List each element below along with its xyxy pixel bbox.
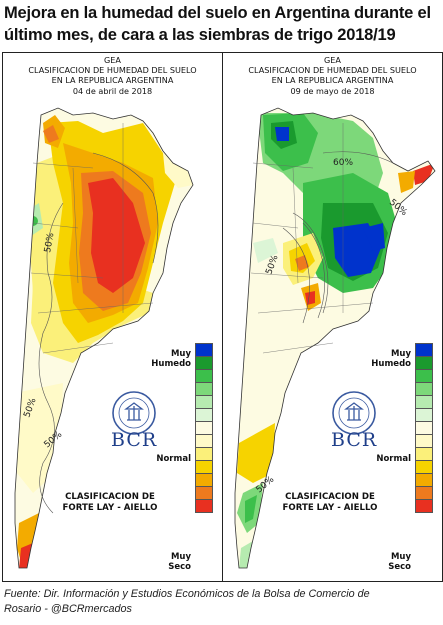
legend-swatch — [415, 343, 433, 356]
org-label: GEA — [104, 55, 121, 65]
legend-swatch — [195, 382, 213, 395]
moisture-legend — [195, 343, 213, 513]
legend-swatch — [195, 473, 213, 486]
legend-swatch — [415, 486, 433, 499]
soil-moisture-map-may: 60% 50% 50% 50% — [234, 107, 436, 569]
legend-swatch — [195, 356, 213, 369]
map-header: GEA CLASIFICACION DE HUMEDAD DEL SUELO E… — [3, 55, 222, 96]
moisture-legend — [415, 343, 433, 513]
legend-label-wet: Muy Humedo — [143, 349, 191, 369]
map-header: GEA CLASIFICACION DE HUMEDAD DEL SUELO E… — [223, 55, 442, 96]
legend-label-dry-1: Muy — [390, 552, 411, 562]
bcr-logo-text: BCR — [111, 429, 158, 451]
bcr-logo-text: BCR — [331, 429, 378, 451]
org-label: GEA — [324, 55, 341, 65]
map-date: 09 de mayo de 2018 — [290, 85, 375, 96]
contour-label-60: 60% — [333, 158, 353, 168]
headline-line-2: último mes, de cara a las siembras de tr… — [4, 26, 396, 44]
bcr-seal-icon — [112, 391, 156, 435]
map-title-line-2: EN LA REPUBLICA ARGENTINA — [271, 75, 394, 86]
classification-line-1: CLASIFICACION DE — [65, 492, 155, 502]
legend-swatch — [415, 382, 433, 395]
legend-swatch — [415, 499, 433, 513]
soil-moisture-map-april: 50% 50% 50% — [14, 107, 194, 569]
classification-line-2: FORTE LAY - AIELLO — [62, 503, 158, 513]
source-line-2: Rosario - @BCRmercados — [4, 603, 132, 615]
legend-swatch — [415, 408, 433, 421]
legend-swatch — [415, 369, 433, 382]
legend-label-wet-2: Humedo — [371, 359, 411, 369]
legend-swatch — [415, 447, 433, 460]
legend-swatch — [195, 408, 213, 421]
legend-label-normal: Normal — [156, 454, 191, 464]
bcr-seal-icon — [332, 391, 376, 435]
legend-swatch — [415, 356, 433, 369]
map-date: 04 de abril de 2018 — [72, 85, 153, 96]
headline: Mejora en la humedad del suelo en Argent… — [4, 2, 440, 46]
legend-swatch — [195, 421, 213, 434]
legend-swatch — [415, 460, 433, 473]
map-title-line-1: CLASIFICACION DE HUMEDAD DEL SUELO — [248, 65, 417, 76]
legend-swatch — [195, 499, 213, 513]
legend-swatch — [415, 395, 433, 408]
legend-label-dry-2: Seco — [388, 562, 411, 572]
legend-swatch — [195, 434, 213, 447]
legend-label-dry: Muy Seco — [363, 552, 411, 572]
legend-swatch — [195, 447, 213, 460]
legend-swatch — [195, 460, 213, 473]
legend-label-normal: Normal — [376, 454, 411, 464]
map-title-line-2: EN LA REPUBLICA ARGENTINA — [51, 75, 174, 86]
legend-swatch — [195, 343, 213, 356]
headline-line-1: Mejora en la humedad del suelo en Argent… — [4, 4, 431, 22]
legend-label-wet-1: Muy — [170, 349, 191, 359]
contour-label-50-a: 50% — [43, 232, 56, 254]
legend-label-wet: Muy Humedo — [363, 349, 411, 369]
legend-label-wet-2: Humedo — [151, 359, 191, 369]
classification-line-2: FORTE LAY - AIELLO — [282, 503, 378, 513]
legend-swatch — [195, 395, 213, 408]
legend-label-dry: Muy Seco — [143, 552, 191, 572]
source-line-1: Fuente: Dir. Información y Estudios Econ… — [4, 588, 370, 600]
legend-swatch — [415, 473, 433, 486]
legend-label-wet-1: Muy — [390, 349, 411, 359]
map-panel-april: 50% 50% 50% GEA CLASIFICACION DE HUMEDAD… — [2, 52, 223, 582]
map-panel-may: 60% 50% 50% 50% GEA CLASIFICACION DE HUM… — [222, 52, 443, 582]
legend-label-dry-1: Muy — [170, 552, 191, 562]
legend-swatch — [415, 421, 433, 434]
map-title-line-1: CLASIFICACION DE HUMEDAD DEL SUELO — [28, 65, 197, 76]
classification-line-1: CLASIFICACION DE — [285, 492, 375, 502]
legend-swatch — [195, 486, 213, 499]
legend-label-dry-2: Seco — [168, 562, 191, 572]
legend-swatch — [195, 369, 213, 382]
source-note: Fuente: Dir. Información y Estudios Econ… — [4, 587, 442, 617]
classification-caption: CLASIFICACION DE FORTE LAY - AIELLO — [50, 492, 170, 514]
classification-caption: CLASIFICACION DE FORTE LAY - AIELLO — [270, 492, 390, 514]
legend-swatch — [415, 434, 433, 447]
